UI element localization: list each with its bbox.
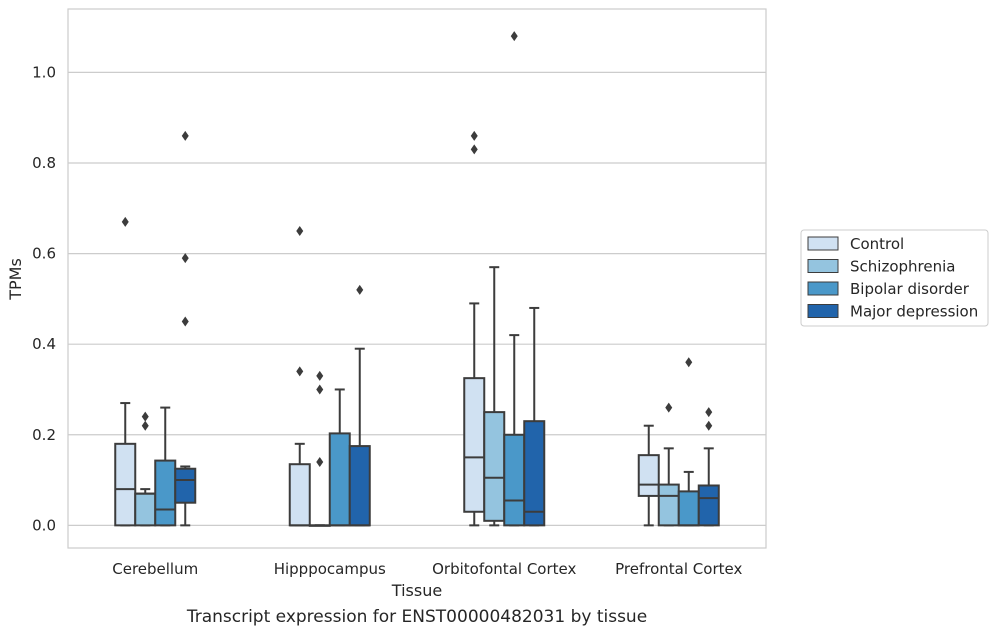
- outlier-point: [141, 420, 149, 431]
- box-control: [637, 424, 660, 527]
- outlier-point: [470, 144, 478, 155]
- box-major-depression: [174, 130, 197, 527]
- legend-label: Bipolar disorder: [850, 280, 970, 298]
- iqr-box: [154, 459, 177, 527]
- box-major-depression: [523, 306, 546, 527]
- outlier-point: [356, 284, 364, 295]
- y-axis-label: TPMs: [6, 258, 25, 301]
- x-tick-label: Cerebellum: [112, 560, 198, 578]
- outlier-point: [181, 253, 189, 264]
- x-axis-label: Tissue: [391, 581, 442, 600]
- outlier-point: [121, 216, 129, 227]
- iqr-box: [677, 490, 700, 527]
- y-tick-label: 0.2: [32, 426, 56, 444]
- legend-label: Control: [850, 235, 904, 253]
- outlier-point: [141, 411, 149, 422]
- legend-label: Schizophrenia: [850, 258, 955, 276]
- chart-caption: Transcript expression for ENST0000048203…: [186, 607, 647, 627]
- iqr-box: [503, 433, 526, 527]
- y-tick-label: 0.6: [32, 245, 56, 263]
- outlier-point: [316, 456, 324, 467]
- outlier-point: [665, 402, 673, 413]
- outlier-point: [296, 366, 304, 377]
- iqr-box: [463, 377, 486, 513]
- x-tick-label: Orbitofontal Cortex: [432, 560, 576, 578]
- iqr-box: [288, 463, 311, 527]
- legend: Control Schizophrenia Bipolar disorder Majo…: [800, 229, 989, 327]
- box-major-depression: [348, 284, 371, 527]
- y-tick-label: 1.0: [32, 63, 56, 81]
- box-schizophrenia: [657, 402, 680, 527]
- legend-swatch: [807, 281, 839, 296]
- y-tick-label: 0.4: [32, 335, 56, 353]
- outlier-point: [705, 420, 713, 431]
- legend-frame: [800, 229, 989, 327]
- box-bipolar-disorder: [677, 357, 700, 527]
- box-bipolar-disorder: [503, 31, 526, 527]
- iqr-box: [657, 483, 680, 527]
- iqr-box: [174, 467, 197, 504]
- box-control: [288, 225, 311, 527]
- outlier-point: [296, 225, 304, 236]
- outlier-point: [316, 370, 324, 381]
- box-control: [114, 216, 137, 527]
- iqr-box: [637, 454, 660, 497]
- x-tick-label: Hipppocampus: [274, 560, 386, 578]
- box-schizophrenia: [308, 370, 331, 527]
- legend-swatch: [807, 259, 839, 273]
- gridlines: [68, 71, 766, 526]
- box-bipolar-disorder: [328, 388, 351, 527]
- legend-label: Major depression: [850, 303, 978, 321]
- iqr-box: [523, 420, 546, 527]
- iqr-box: [348, 445, 371, 527]
- iqr-box: [114, 442, 137, 527]
- outlier-point: [316, 384, 324, 395]
- iqr-box: [134, 492, 157, 527]
- x-tick-label: Prefrontal Cortex: [615, 560, 742, 578]
- x-axis-ticks: Cerebellum Hipppocampus Orbitofontal Corte…: [112, 560, 742, 578]
- iqr-box: [483, 411, 506, 522]
- outlier-point: [470, 130, 478, 141]
- y-tick-label: 0.0: [32, 516, 56, 534]
- outlier-point: [510, 31, 518, 42]
- box-schizophrenia: [483, 266, 506, 527]
- plot-area-frame: [67, 8, 767, 549]
- boxes: [114, 31, 720, 527]
- legend-swatch: [807, 304, 839, 318]
- y-tick-label: 0.8: [32, 154, 56, 172]
- outlier-point: [181, 130, 189, 141]
- legend-swatch: [807, 236, 839, 251]
- iqr-box: [328, 432, 351, 527]
- box-control: [463, 130, 486, 527]
- outlier-point: [705, 407, 713, 418]
- box-schizophrenia: [134, 411, 157, 527]
- box-bipolar-disorder: [154, 406, 177, 527]
- iqr-box: [697, 484, 720, 527]
- y-axis-ticks: 0.0 0.2 0.4 0.6 0.8 1.0: [32, 63, 56, 534]
- outlier-point: [181, 316, 189, 327]
- box-major-depression: [697, 407, 720, 527]
- outlier-point: [685, 357, 693, 368]
